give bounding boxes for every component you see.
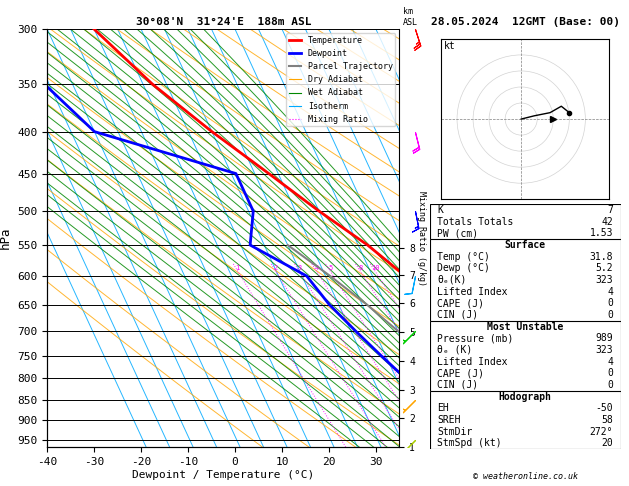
Text: -50: -50	[596, 403, 613, 413]
Text: CIN (J): CIN (J)	[437, 380, 479, 390]
Text: CAPE (J): CAPE (J)	[437, 298, 484, 308]
Text: 323: 323	[596, 345, 613, 355]
Text: 7: 7	[607, 205, 613, 215]
Text: Totals Totals: Totals Totals	[437, 217, 514, 226]
Text: km
ASL: km ASL	[403, 7, 418, 27]
Text: 272°: 272°	[589, 427, 613, 436]
Text: 0: 0	[607, 380, 613, 390]
Text: 0: 0	[607, 298, 613, 308]
Text: 8: 8	[358, 265, 362, 271]
Text: 5.2: 5.2	[596, 263, 613, 273]
Text: 31.8: 31.8	[589, 252, 613, 261]
Text: 30°08'N  31°24'E  188m ASL: 30°08'N 31°24'E 188m ASL	[135, 17, 311, 27]
Text: EH: EH	[437, 403, 449, 413]
Y-axis label: hPa: hPa	[0, 227, 12, 249]
Legend: Temperature, Dewpoint, Parcel Trajectory, Dry Adiabat, Wet Adiabat, Isotherm, Mi: Temperature, Dewpoint, Parcel Trajectory…	[286, 34, 395, 126]
Text: Dewp (°C): Dewp (°C)	[437, 263, 490, 273]
Text: © weatheronline.co.uk: © weatheronline.co.uk	[473, 472, 577, 481]
Text: CIN (J): CIN (J)	[437, 310, 479, 320]
Text: 1.53: 1.53	[589, 228, 613, 238]
Text: 3: 3	[297, 265, 301, 271]
Text: 20: 20	[601, 438, 613, 448]
Text: StmSpd (kt): StmSpd (kt)	[437, 438, 502, 448]
Text: 0: 0	[607, 310, 613, 320]
Text: θₑ(K): θₑ(K)	[437, 275, 467, 285]
Text: 4: 4	[607, 357, 613, 366]
Text: 5: 5	[328, 265, 332, 271]
Text: Hodograph: Hodograph	[499, 392, 552, 401]
Text: StmDir: StmDir	[437, 427, 472, 436]
Text: 0: 0	[607, 368, 613, 378]
Text: 4: 4	[314, 265, 319, 271]
Text: CAPE (J): CAPE (J)	[437, 368, 484, 378]
Text: SREH: SREH	[437, 415, 461, 425]
Y-axis label: Mixing Ratio (g/kg): Mixing Ratio (g/kg)	[417, 191, 426, 286]
Text: Most Unstable: Most Unstable	[487, 322, 564, 331]
Text: 323: 323	[596, 275, 613, 285]
Text: 42: 42	[601, 217, 613, 226]
Text: kt: kt	[444, 40, 456, 51]
Text: 10: 10	[370, 265, 379, 271]
Text: Lifted Index: Lifted Index	[437, 357, 508, 366]
Text: Lifted Index: Lifted Index	[437, 287, 508, 296]
Text: 1: 1	[236, 265, 240, 271]
Text: Pressure (mb): Pressure (mb)	[437, 333, 514, 343]
Text: PW (cm): PW (cm)	[437, 228, 479, 238]
Text: 2: 2	[274, 265, 278, 271]
Text: 4: 4	[607, 287, 613, 296]
Text: Temp (°C): Temp (°C)	[437, 252, 490, 261]
Text: 989: 989	[596, 333, 613, 343]
Text: K: K	[437, 205, 443, 215]
Text: Surface: Surface	[504, 240, 546, 250]
Text: θₑ (K): θₑ (K)	[437, 345, 472, 355]
X-axis label: Dewpoint / Temperature (°C): Dewpoint / Temperature (°C)	[132, 469, 314, 480]
Text: 58: 58	[601, 415, 613, 425]
Text: 28.05.2024  12GMT (Base: 00): 28.05.2024 12GMT (Base: 00)	[431, 17, 620, 27]
